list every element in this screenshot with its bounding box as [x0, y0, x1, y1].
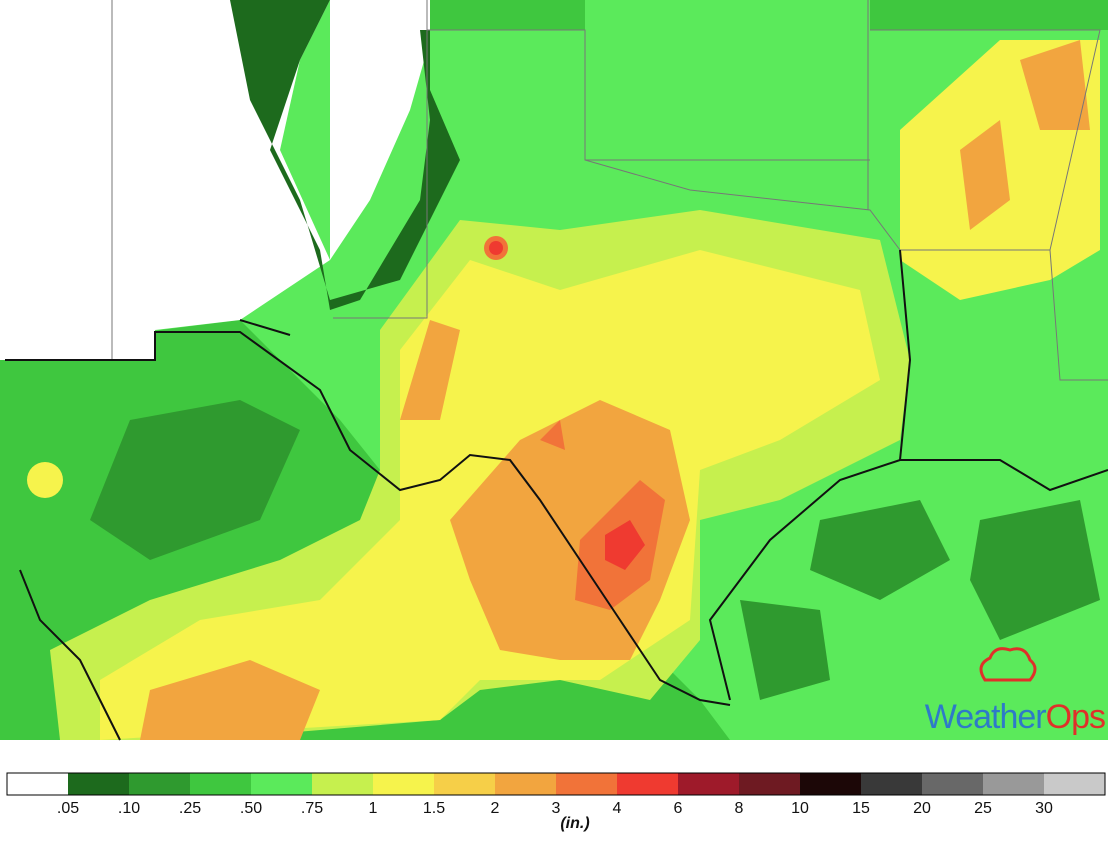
legend-label: 3 [552, 800, 561, 817]
legend-swatch [7, 773, 68, 795]
legend-label: 1.5 [423, 800, 445, 817]
legend-label: 10 [791, 800, 809, 817]
legend-unit: (in.) [560, 815, 589, 832]
logo: WeatherOps [925, 698, 1105, 736]
legend-label: .25 [179, 800, 201, 817]
legend-label: 8 [735, 800, 744, 817]
legend-swatch [556, 773, 617, 795]
legend-swatch [495, 773, 556, 795]
legend-swatch [190, 773, 251, 795]
rain-cell [489, 241, 503, 255]
legend-label: 25 [974, 800, 992, 817]
legend-label: .05 [57, 800, 79, 817]
legend-label: 4 [613, 800, 622, 817]
legend-swatch [861, 773, 922, 795]
legend-swatch [1044, 773, 1105, 795]
legend-swatch [434, 773, 495, 795]
heavy-rain-core [605, 520, 645, 570]
region [230, 0, 460, 310]
legend-swatch [129, 773, 190, 795]
legend-label: 1 [369, 800, 378, 817]
logo-text: Ops [1046, 698, 1105, 736]
logo-icon [979, 647, 1037, 682]
map: WeatherOps [0, 0, 1108, 741]
legend-label: 15 [852, 800, 870, 817]
legend-swatch [922, 773, 983, 795]
legend-swatch [251, 773, 312, 795]
legend-swatch [617, 773, 678, 795]
legend-swatch [68, 773, 129, 795]
legend-swatch [373, 773, 434, 795]
state-borders [111, 0, 1108, 381]
legend-swatch [312, 773, 373, 795]
logo-text: Weather [925, 698, 1047, 736]
legend-swatch [739, 773, 800, 795]
legend-label: .75 [301, 800, 323, 817]
region [540, 420, 665, 610]
legend-frame [6, 772, 1106, 796]
legend-swatch [678, 773, 739, 795]
legend-label: 30 [1035, 800, 1053, 817]
legend-label: 20 [913, 800, 931, 817]
legend-swatch [983, 773, 1044, 795]
legend-label: 2 [491, 800, 500, 817]
coast-and-border [5, 249, 1108, 741]
no-rain-area [0, 0, 430, 360]
legend-label: .50 [240, 800, 262, 817]
legend-swatch [800, 773, 861, 795]
legend-label: 6 [674, 800, 683, 817]
region [90, 400, 300, 560]
legend-label: .10 [118, 800, 140, 817]
region [740, 500, 1100, 700]
legend: .05 .10 .25 .50 .75 1 1.5 2 3 4 6 8 10 15 20 25 30 [6, 772, 1106, 817]
rain-cell [27, 462, 63, 498]
